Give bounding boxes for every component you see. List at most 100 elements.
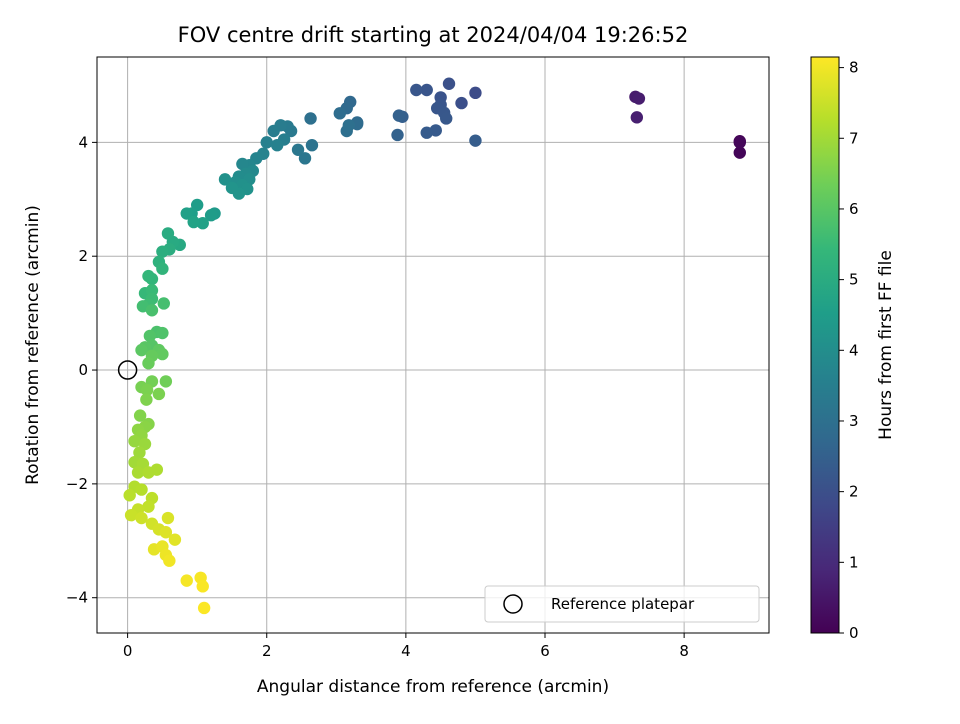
data-point [145, 304, 159, 317]
data-point [128, 434, 141, 448]
x-tick-label: 4 [401, 642, 411, 660]
data-point [270, 139, 284, 152]
data-point [469, 86, 482, 100]
data-point [161, 227, 175, 240]
data-point [140, 393, 153, 406]
data-point [420, 83, 433, 97]
data-point [133, 409, 147, 422]
y-tick-label: −4 [66, 589, 88, 607]
data-point [180, 207, 193, 220]
data-point [733, 146, 746, 159]
data-point [196, 580, 209, 593]
x-tick-label: 6 [540, 642, 550, 660]
colorbar-tick-label: 3 [849, 412, 859, 430]
data-point [632, 92, 646, 105]
chart-title: FOV centre drift starting at 2024/04/04 … [178, 23, 689, 47]
data-point [142, 500, 155, 513]
colorbar-tick-label: 6 [849, 200, 859, 218]
grid-lines [97, 57, 769, 633]
data-point [630, 111, 644, 124]
data-point [156, 347, 169, 361]
data-point [410, 83, 423, 97]
data-point [469, 134, 482, 147]
data-point [392, 109, 406, 122]
data-point [156, 262, 169, 275]
data-point [196, 216, 209, 230]
colorbar-tick-label: 4 [849, 341, 859, 359]
colorbar [810, 56, 840, 634]
colorbar-tick-label: 8 [849, 59, 859, 77]
y-tick-label: 0 [78, 361, 88, 379]
colorbar-tick-label: 2 [849, 483, 859, 501]
data-point [133, 446, 146, 459]
data-point [142, 269, 155, 283]
data-point [123, 489, 136, 502]
data-point [733, 136, 746, 149]
data-point [197, 601, 211, 615]
data-point [304, 112, 317, 125]
data-point [135, 343, 148, 357]
data-point [267, 124, 280, 138]
y-tick-label: 4 [78, 133, 88, 151]
y-axis-ticks: −4 −2 0 2 4 [66, 133, 97, 607]
legend: Reference platepar [484, 585, 760, 623]
data-point [145, 284, 159, 297]
reference-platepar-marker [117, 360, 138, 380]
data-point [204, 209, 218, 222]
x-tick-label: 8 [679, 642, 689, 660]
colorbar-label: Hours from first FF file [876, 250, 896, 440]
colorbar-tick-label: 7 [849, 129, 859, 147]
legend-marker-icon [503, 594, 523, 614]
colorbar-tick-label: 1 [849, 553, 859, 571]
data-point [163, 554, 176, 567]
y-tick-label: −2 [66, 475, 88, 493]
data-point [159, 375, 173, 388]
data-point [124, 508, 138, 522]
data-point [157, 297, 170, 310]
data-point [305, 139, 319, 152]
data-point [225, 181, 239, 195]
colorbar-ticks: 0 1 2 3 4 5 6 7 8 [839, 59, 859, 642]
data-point [152, 387, 166, 401]
data-points [123, 77, 746, 615]
colorbar-tick-label: 5 [849, 271, 859, 289]
data-point [143, 329, 157, 343]
x-axis-ticks: 0 2 4 6 8 [123, 633, 689, 660]
data-point [168, 533, 182, 546]
legend-label: Reference platepar [551, 595, 695, 613]
data-point [156, 326, 169, 340]
data-point [161, 511, 175, 525]
x-tick-label: 2 [262, 642, 272, 660]
data-point [442, 77, 456, 90]
data-point [150, 463, 164, 476]
data-point [135, 483, 148, 496]
data-point [391, 128, 404, 142]
x-axis-label: Angular distance from reference (arcmin) [257, 677, 609, 697]
data-point [236, 157, 249, 171]
x-tick-label: 0 [123, 642, 133, 660]
data-point [131, 466, 145, 479]
y-tick-label: 2 [78, 247, 88, 265]
data-point [218, 173, 232, 186]
colorbar-tick-label: 0 [849, 624, 859, 642]
data-point [140, 383, 154, 397]
data-point [180, 574, 193, 587]
legend-box [484, 585, 760, 623]
data-point [260, 136, 273, 149]
data-point [291, 143, 305, 156]
data-point [298, 152, 312, 165]
data-point [159, 526, 173, 539]
data-point [455, 96, 468, 110]
data-point [142, 357, 155, 370]
data-point [187, 215, 200, 229]
data-point [135, 511, 148, 525]
data-point [342, 119, 356, 132]
data-point [440, 112, 453, 125]
data-point [420, 126, 433, 139]
y-axis-label: Rotation from reference (arcmin) [23, 205, 43, 485]
data-point [156, 245, 169, 258]
data-point [333, 107, 346, 120]
plot-frame [96, 56, 770, 634]
